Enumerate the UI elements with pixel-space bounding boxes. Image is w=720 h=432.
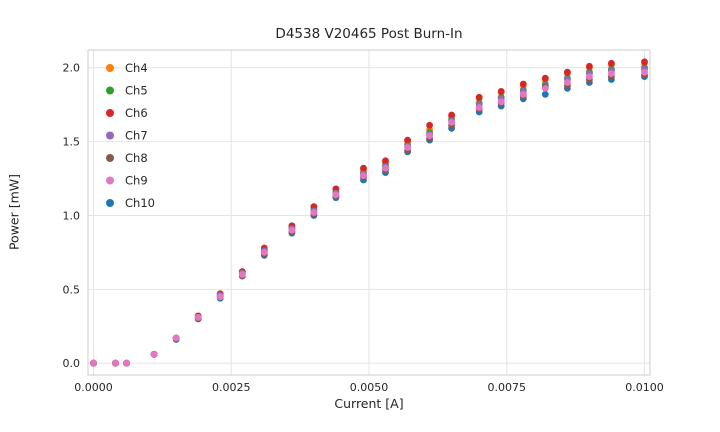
data-point-ch6 [641, 58, 648, 66]
data-point-ch6 [404, 136, 411, 144]
legend-label-ch4: Ch4 [125, 61, 148, 75]
x-tick-label: 0.0075 [487, 381, 526, 394]
data-point-ch9 [541, 85, 549, 92]
data-point-ch9 [586, 73, 593, 80]
data-point-ch9 [238, 271, 246, 278]
y-tick-label: 1.0 [63, 209, 81, 222]
data-point-ch9 [260, 249, 268, 256]
data-point-ch6 [360, 164, 367, 172]
data-point-ch6 [586, 62, 593, 70]
data-point-ch9 [426, 132, 433, 140]
data-point-ch9 [194, 314, 202, 321]
data-point-ch6 [564, 68, 571, 76]
data-point-ch9 [332, 191, 340, 199]
data-point-ch9 [310, 209, 318, 216]
legend-swatch-ch8 [106, 154, 114, 162]
legend-swatch-ch10 [106, 199, 114, 207]
legend-label-ch9: Ch9 [125, 174, 148, 188]
data-point-ch9 [216, 293, 224, 301]
data-point-ch6 [475, 93, 483, 101]
legend-swatch-ch5 [106, 86, 114, 95]
data-point-ch9 [564, 79, 571, 86]
legend-swatch-ch4 [106, 64, 114, 72]
data-point-ch9 [382, 164, 389, 172]
data-point-ch6 [608, 59, 615, 67]
legend-label-ch8: Ch8 [125, 151, 148, 165]
x-tick-label: 0.0100 [625, 381, 664, 394]
data-point-ch6 [448, 111, 455, 119]
data-point-ch6 [541, 74, 549, 82]
data-point-ch9 [404, 144, 411, 151]
legend-label-ch5: Ch5 [125, 84, 148, 98]
chart-title: D4538 V20465 Post Burn-In [275, 26, 463, 42]
data-point-ch6 [382, 157, 389, 165]
legend-label-ch10: Ch10 [125, 196, 155, 210]
data-point-ch9 [641, 68, 648, 76]
x-tick-label: 0.0025 [212, 381, 251, 394]
data-point-ch9 [475, 104, 483, 111]
data-point-ch9 [288, 226, 296, 234]
legend-label-ch7: Ch7 [125, 129, 148, 143]
data-point-ch9 [90, 359, 97, 367]
legend-swatch-ch7 [106, 131, 114, 140]
x-tick-label: 0.0050 [350, 381, 389, 394]
y-tick-label: 2.0 [63, 62, 81, 75]
x-axis-label: Current [A] [334, 396, 404, 411]
data-point-ch6 [497, 88, 505, 95]
legend-label-ch6: Ch6 [125, 106, 148, 120]
data-point-ch9 [519, 90, 527, 98]
x-tick-label: 0.0000 [74, 381, 113, 394]
data-point-ch9 [112, 359, 119, 367]
data-point-ch9 [123, 359, 130, 367]
data-point-ch9 [497, 98, 505, 106]
data-point-ch6 [519, 80, 527, 88]
data-point-ch9 [448, 119, 455, 126]
data-point-ch9 [172, 334, 180, 342]
axes-border [87, 49, 651, 376]
legend-swatch-ch6 [106, 109, 114, 117]
data-point-ch6 [426, 121, 433, 129]
data-point-ch9 [360, 172, 367, 180]
data-point-ch10 [541, 90, 549, 98]
y-tick-label: 0.0 [63, 357, 81, 370]
data-point-ch9 [150, 350, 158, 358]
data-point-ch9 [608, 70, 615, 77]
y-tick-label: 1.5 [63, 136, 81, 149]
y-tick-label: 0.5 [63, 283, 81, 296]
legend-swatch-ch9 [106, 176, 114, 185]
y-axis-label: Power [mW] [6, 173, 22, 251]
